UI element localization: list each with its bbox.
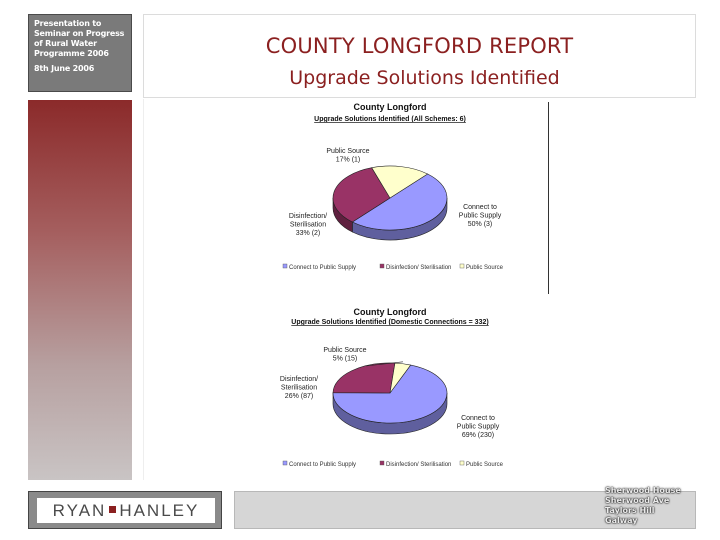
- presentation-date: 8th June 2006: [34, 64, 95, 73]
- logo-square-icon: [109, 506, 117, 513]
- pie-1-slice-1: [351, 173, 448, 231]
- presentation-info-box: Presentation to Seminar on Progress of R…: [28, 14, 132, 92]
- header-panel: COUNTY LONGFORD REPORT Upgrade Solutions…: [143, 14, 696, 98]
- pie-1-legend-label-1: Connect to Public Supply: [289, 265, 356, 271]
- pie-1-legend-label-3: Public Source: [466, 265, 504, 271]
- pie-2-legend-label-3: Public Source: [466, 462, 504, 468]
- sidebar-gradient-bar: [28, 100, 132, 480]
- presentation-line-1: Presentation to: [34, 19, 102, 28]
- logo-text-right: HANLEY: [119, 500, 200, 520]
- pie-1-slice-3: [371, 165, 429, 199]
- logo-box: RYAN HANLEY: [28, 491, 222, 529]
- report-title: COUNTY LONGFORD REPORT: [265, 34, 574, 58]
- chart-2-title: County Longford: [354, 307, 427, 317]
- report-subtitle: Upgrade Solutions Identified: [289, 67, 560, 89]
- pie-2-legend-swatch-1: [282, 460, 288, 466]
- logo-text-left: RYAN: [52, 500, 107, 520]
- footer-panel: [234, 491, 696, 529]
- pie-2-leader-line: [365, 361, 403, 367]
- pie-1-label-3: Public Source 17% (1): [326, 148, 369, 164]
- ryan-hanley-logo: RYAN HANLEY: [37, 498, 215, 523]
- pie-2-legend-label-2: Disinfection/ Sterilisation: [386, 462, 451, 468]
- pie-2-legend-swatch-2: [379, 460, 385, 466]
- presentation-line-3: of Rural Water: [34, 39, 97, 48]
- pie-2-label-1: Connect to Public Supply 69% (230): [457, 415, 500, 439]
- pie-1-label-2: Disinfection/Sterilisation 33% (2): [289, 213, 327, 237]
- presentation-line-2: Seminar on Progress: [34, 29, 125, 38]
- chart-2-subtitle: Upgrade Solutions Identified (Domestic C…: [291, 319, 488, 326]
- chart-1-title: County Longford: [354, 102, 427, 112]
- address-line-3: Taylors Hill: [605, 506, 655, 515]
- pie-2-label-3: Public Source 5% (15): [323, 347, 366, 363]
- pie-1-slice-2: [332, 167, 391, 223]
- address-line-1: Sherwood House: [605, 486, 681, 495]
- presentation-line-4: Programme 2006: [34, 49, 109, 58]
- pie-2-slice-2: [332, 362, 396, 394]
- pie-2-slice-3: [389, 362, 412, 394]
- pie-1-legend-swatch-2: [379, 263, 385, 269]
- pie-1-legend-swatch-1: [282, 263, 288, 269]
- address-line-2: Sherwood Ave: [605, 496, 670, 505]
- pie-1-legend-swatch-3: [459, 263, 465, 269]
- pie-2-slice-1: [332, 364, 448, 424]
- pie-2-label-2: Disinfection/Sterilisation 26% (87): [280, 376, 318, 400]
- pie-1-label-1: Connect to Public Supply 50% (3): [459, 204, 502, 228]
- chart-1-subtitle: Upgrade Solutions Identified (All Scheme…: [314, 116, 466, 123]
- chart-separator: [548, 102, 549, 294]
- pie-1-legend-label-2: Disinfection/ Sterilisation: [386, 265, 451, 271]
- company-address: Sherwood House Sherwood Ave Taylors Hill…: [605, 486, 681, 526]
- pie-2-legend-swatch-3: [459, 460, 465, 466]
- address-line-4: Galway: [605, 516, 638, 525]
- pie-2-legend-label-1: Connect to Public Supply: [289, 462, 356, 468]
